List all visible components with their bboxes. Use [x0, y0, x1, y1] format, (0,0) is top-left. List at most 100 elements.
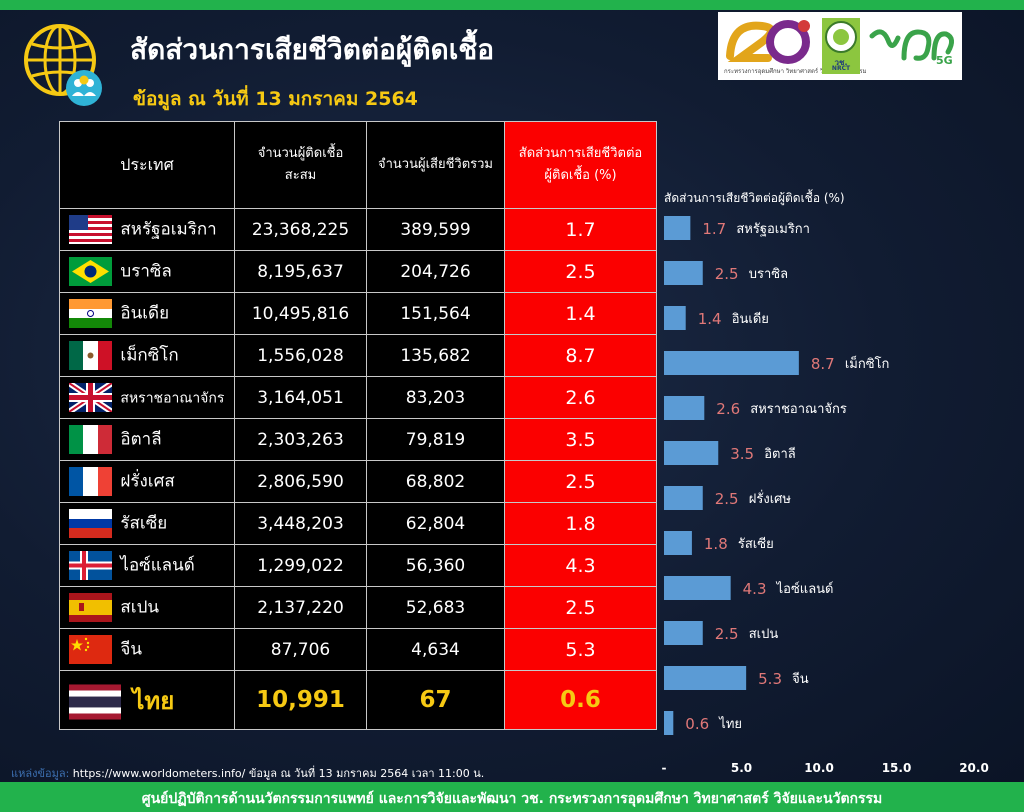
bar-value-label: 2.5	[715, 625, 739, 643]
ratio-cell: 2.5	[504, 250, 657, 293]
bar-value-label: 1.4	[698, 310, 722, 328]
france-flag-icon	[69, 467, 112, 496]
nrct-emblem-icon	[825, 21, 857, 53]
bar	[664, 396, 705, 420]
cases-cell: 2,303,263	[234, 418, 367, 461]
page-subtitle: ข้อมูล ณ วันที่ 13 มกราคม 2564	[133, 88, 418, 110]
chart-title: สัดส่วนการเสียชีวิตต่อผู้ติดเชื้อ (%)	[664, 189, 845, 206]
country-name: รัสเซีย	[120, 513, 168, 534]
logo-strip: กระทรวงการอุดมศึกษา วิทยาศาสตร์ วิจัยและ…	[718, 12, 962, 80]
brazil-flag-icon	[69, 257, 112, 286]
ratio-cell: 5.3	[504, 628, 657, 671]
iceland-flag-icon	[69, 551, 112, 580]
nrct-caption: NRCT	[831, 65, 851, 72]
bar-category-label: รัสเซีย	[738, 536, 774, 552]
mexico-flag-icon	[69, 341, 112, 370]
country-name: อิตาลี	[120, 429, 162, 450]
country-cell: สเปน	[59, 586, 235, 629]
uk-flag-icon	[69, 383, 112, 412]
country-cell: ไทย	[59, 670, 235, 730]
ratio-cell: 8.7	[504, 334, 657, 377]
nrct-logo: วช. NRCT	[822, 18, 860, 74]
x-tick-label: -	[662, 761, 667, 775]
globe-people-icon	[24, 24, 102, 106]
bar-category-label: จีน	[792, 671, 809, 687]
ratio-bar-chart: สัดส่วนการเสียชีวิตต่อผู้ติดเชื้อ (%) 1.7…	[662, 189, 989, 775]
cases-cell: 1,556,028	[234, 334, 367, 377]
country-name: สหราชอาณาจักร	[120, 390, 225, 407]
country-name: ไอซ์แลนด์	[120, 555, 195, 576]
bar	[664, 711, 674, 735]
cases-cell: 23,368,225	[234, 208, 367, 251]
nrct-5g-logo	[869, 29, 954, 61]
cases-cell: 8,195,637	[234, 250, 367, 293]
ratio-cell: 3.5	[504, 418, 657, 461]
country-name: สเปน	[120, 597, 160, 618]
country-name: เม็กซิโก	[120, 345, 179, 366]
header-cases: จำนวนผู้ติดเชื้อ สะสม	[234, 121, 367, 209]
header-ratio-line2: ผู้ติดเชื้อ (%)	[544, 168, 617, 183]
bar	[664, 576, 731, 600]
bar	[664, 261, 703, 285]
bar-category-label: บราซิล	[749, 267, 788, 282]
deaths-cell: 83,203	[366, 376, 505, 419]
x-tick-label: 10.0	[804, 761, 834, 775]
country-cell: บราซิล	[59, 250, 235, 293]
header-deaths: จำนวนผู้เสียชีวิตรวม	[366, 121, 505, 209]
bar	[664, 306, 686, 330]
table-row: จีน 87,706 4,634 5.3	[59, 628, 657, 671]
spain-flag-icon	[69, 593, 112, 622]
deaths-cell: 204,726	[366, 250, 505, 293]
footer-text: ศูนย์ปฏิบัติการด้านนวัตกรรมการแพทย์ และก…	[141, 791, 883, 807]
ratio-cell: 1.7	[504, 208, 657, 251]
country-name: ฝรั่งเศส	[120, 471, 175, 492]
header-cases-line1: จำนวนผู้ติดเชื้อ	[257, 146, 344, 161]
china-flag-icon	[69, 635, 112, 664]
ratio-cell: 1.8	[504, 502, 657, 545]
table-row: บราซิล 8,195,637 204,726 2.5	[59, 250, 657, 293]
bar-category-label: สเปน	[749, 627, 779, 642]
bar-value-label: 4.3	[743, 580, 767, 598]
table-row: เม็กซิโก 1,556,028 135,682 8.7	[59, 334, 657, 377]
ratio-cell: 2.5	[504, 460, 657, 503]
italy-flag-icon	[69, 425, 112, 454]
cases-cell: 10,991	[234, 670, 367, 730]
deaths-cell: 56,360	[366, 544, 505, 587]
table-row-thailand: ไทย 10,991 67 0.6	[59, 670, 657, 730]
page-title: สัดส่วนการเสียชีวิตต่อผู้ติดเชื้อ	[130, 33, 495, 66]
russia-flag-icon	[69, 509, 112, 538]
country-cell: สหราชอาณาจักร	[59, 376, 235, 419]
header-country: ประเทศ	[59, 121, 235, 209]
table-row: ฝรั่งเศส 2,806,590 68,802 2.5	[59, 460, 657, 503]
source-note: แหล่งข้อมูล: https://www.worldometers.in…	[11, 764, 484, 782]
bar	[664, 621, 703, 645]
cases-cell: 87,706	[234, 628, 367, 671]
table-row: อินเดีย 10,495,816 151,564 1.4	[59, 292, 657, 335]
cases-cell: 3,164,051	[234, 376, 367, 419]
bar-category-label: อินเดีย	[732, 311, 769, 327]
table-row: รัสเซีย 3,448,203 62,804 1.8	[59, 502, 657, 545]
bar-category-label: สหราชอาณาจักร	[750, 402, 847, 417]
ratio-cell: 2.5	[504, 586, 657, 629]
bar-category-label: อิตาลี	[764, 446, 796, 462]
cases-cell: 1,299,022	[234, 544, 367, 587]
country-cell: ไอซ์แลนด์	[59, 544, 235, 587]
deaths-cell: 68,802	[366, 460, 505, 503]
deaths-cell: 67	[366, 670, 505, 730]
country-name: ไทย	[132, 686, 175, 715]
bar-value-label: 3.5	[730, 445, 754, 463]
ratio-cell: 4.3	[504, 544, 657, 587]
bar-category-label: ฝรั่งเศษ	[749, 490, 792, 507]
country-cell: อินเดีย	[59, 292, 235, 335]
deaths-cell: 389,599	[366, 208, 505, 251]
deaths-cell: 79,819	[366, 418, 505, 461]
header-cases-line2: สะสม	[284, 168, 317, 183]
bar-category-label: สหรัฐอเมริกา	[736, 222, 810, 237]
bar-value-label: 8.7	[811, 355, 835, 373]
ratio-cell: 2.6	[504, 376, 657, 419]
bar	[664, 666, 747, 690]
country-name: บราซิล	[120, 261, 172, 282]
header-ratio: สัดส่วนการเสียชีวิตต่อ ผู้ติดเชื้อ (%)	[504, 121, 657, 209]
table-header-row: ประเทศ จำนวนผู้ติดเชื้อ สะสม จำนวนผู้เสี…	[59, 121, 657, 209]
5g-label: 5G	[936, 54, 953, 67]
